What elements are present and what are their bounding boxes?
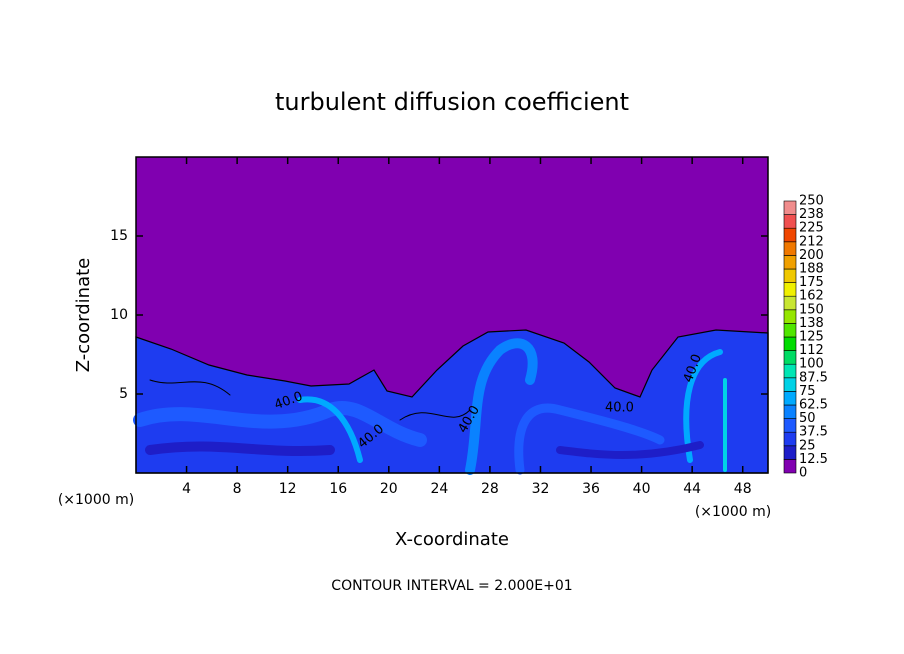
- y-tick-label: 15: [110, 228, 128, 244]
- colorbar-label: 87.5: [799, 370, 828, 385]
- colorbar-box: [783, 200, 797, 215]
- chart-title: turbulent diffusion coefficient: [275, 88, 629, 116]
- y-tick-label: 5: [119, 386, 128, 402]
- x-tick-label: 12: [279, 481, 297, 497]
- colorbar-box: [783, 418, 797, 433]
- y-axis-label: Z-coordinate: [73, 258, 94, 373]
- colorbar-label: 200: [799, 248, 824, 263]
- field-streaks: [133, 338, 727, 475]
- colorbar-label: 162: [799, 289, 824, 304]
- colorbar-label: 37.5: [799, 425, 828, 440]
- x-tick-label: 28: [481, 481, 499, 497]
- colorbar-label: 112: [799, 343, 824, 358]
- colorbar-label: 75: [799, 384, 816, 399]
- x-unit: (×1000 m): [58, 492, 134, 508]
- colorbar-label: 175: [799, 275, 824, 290]
- colorbar-label: 100: [799, 357, 824, 372]
- colorbar-label: 138: [799, 316, 824, 331]
- colorbar-label: 62.5: [799, 398, 828, 413]
- footer-note: CONTOUR INTERVAL = 2.000E+01: [331, 578, 572, 594]
- field-region: [135, 329, 769, 474]
- colorbar-label: 212: [799, 234, 824, 249]
- colorbar-box: [783, 350, 797, 365]
- colorbar-label: 0: [799, 466, 807, 481]
- colorbar-label: 50: [799, 411, 816, 426]
- x-unit: (×1000 m): [695, 504, 771, 520]
- colorbar-label: 238: [799, 207, 824, 222]
- x-tick-label: 36: [582, 481, 600, 497]
- colorbar-label: 250: [799, 194, 824, 209]
- colorbar-box: [783, 241, 797, 256]
- colorbar-box: [783, 431, 797, 447]
- colorbar-box: [783, 336, 797, 351]
- x-axis-label: X-coordinate: [395, 529, 509, 550]
- colorbar-box: [783, 255, 797, 270]
- colorbar-box: [783, 391, 797, 406]
- colorbar-box: [783, 377, 797, 392]
- colorbar-label: 188: [799, 262, 824, 277]
- colorbar-box: [783, 227, 797, 243]
- colorbar-box: [783, 323, 797, 338]
- colorbar-label: 225: [799, 221, 824, 236]
- colorbar-box: [783, 214, 797, 229]
- x-tick-label: 48: [734, 481, 752, 497]
- x-tick-label: 40: [633, 481, 651, 497]
- colorbar-box: [783, 282, 797, 297]
- colorbar-box: [783, 268, 797, 283]
- x-tick-label: 4: [182, 481, 191, 497]
- x-tick-label: 32: [532, 481, 550, 497]
- colorbar-label: 150: [799, 302, 824, 317]
- colorbar-label: 125: [799, 330, 824, 345]
- colorbar-box: [783, 295, 797, 311]
- colorbar-box: [783, 404, 797, 419]
- colorbar-box: [783, 459, 797, 474]
- x-tick-label: 24: [430, 481, 448, 497]
- colorbar-box: [783, 363, 797, 379]
- x-tick-label: 20: [380, 481, 398, 497]
- colorbar-label: 12.5: [799, 452, 828, 467]
- colorbar-box: [783, 309, 797, 324]
- colorbar-box: [783, 445, 797, 460]
- contour-label: 40.0: [605, 401, 634, 416]
- x-tick-label: 44: [683, 481, 701, 497]
- y-tick-label: 10: [110, 307, 128, 323]
- x-tick-label: 16: [329, 481, 347, 497]
- x-tick-label: 8: [233, 481, 242, 497]
- colorbar-label: 25: [799, 438, 816, 453]
